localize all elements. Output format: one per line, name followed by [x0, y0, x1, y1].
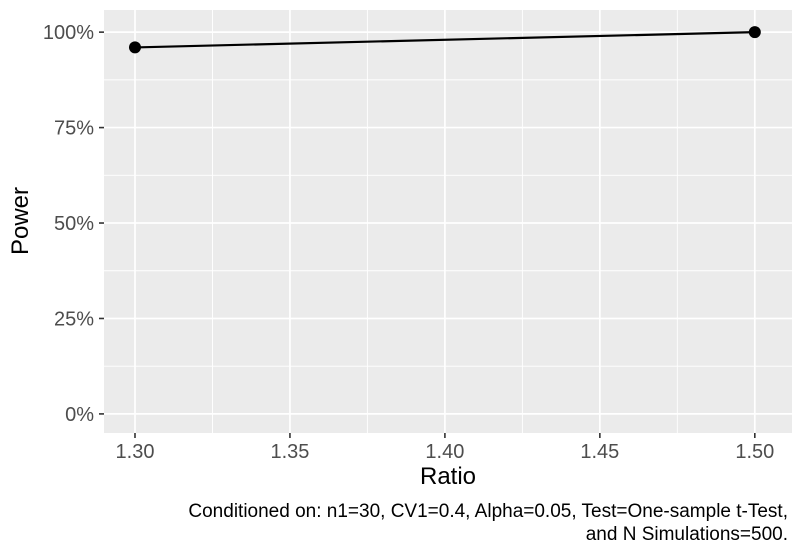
y-axis-title: Power — [7, 186, 34, 256]
x-axis-title: Ratio — [419, 463, 477, 490]
plot-panel — [104, 10, 792, 433]
x-tick-label: 1.45 — [580, 441, 619, 463]
data-point — [748, 26, 761, 39]
data-point — [128, 41, 141, 54]
plot-caption: Conditioned on: n1=30, CV1=0.4, Alpha=0.… — [188, 500, 788, 546]
x-tick-label: 1.35 — [270, 441, 309, 463]
x-tick-label: 1.50 — [735, 441, 774, 463]
y-tick-label: 100% — [43, 22, 94, 44]
y-tick-label: 50% — [54, 213, 94, 235]
caption-line-2: and N Simulations=500. — [585, 524, 788, 545]
x-tick-label: 1.30 — [116, 441, 155, 463]
y-tick-label: 0% — [65, 404, 94, 426]
y-tick-label: 75% — [54, 118, 94, 140]
y-tick-label: 25% — [54, 308, 94, 330]
x-tick-label: 1.40 — [425, 441, 464, 463]
data-line — [134, 31, 755, 49]
caption-line-1: Conditioned on: n1=30, CV1=0.4, Alpha=0.… — [188, 501, 788, 522]
